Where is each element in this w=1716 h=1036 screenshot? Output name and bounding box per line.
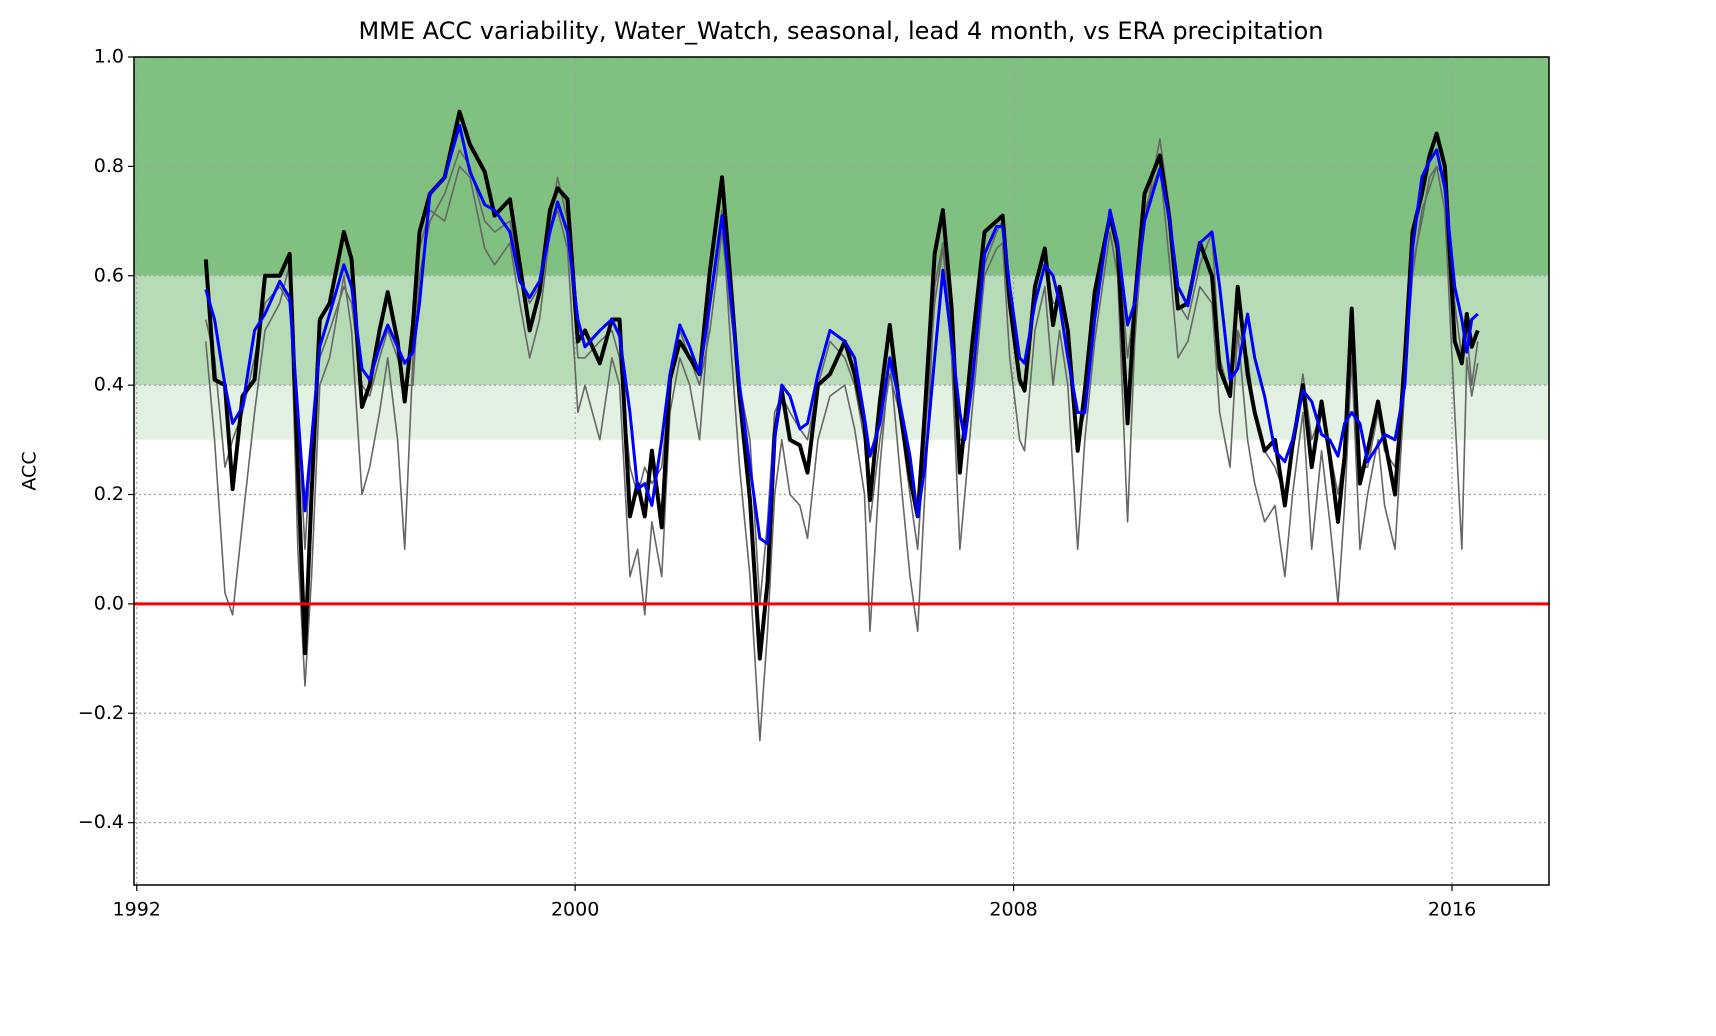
threshold-band xyxy=(134,275,1549,386)
x-tick-label: 2008 xyxy=(989,899,1037,921)
y-tick-label: 0.4 xyxy=(94,374,124,396)
y-tick-label: 0.6 xyxy=(94,264,124,286)
x-tick-label: 2000 xyxy=(551,899,599,921)
y-tick-label: −0.2 xyxy=(78,702,124,724)
x-tick-label: 2016 xyxy=(1428,899,1476,921)
x-tick-label: 1992 xyxy=(113,899,161,921)
y-tick-label: 0.8 xyxy=(94,155,124,177)
y-tick-label: 1.0 xyxy=(94,46,124,68)
plot-frame xyxy=(133,56,1550,886)
chart-title: MME ACC variability, Water_Watch, season… xyxy=(358,17,1323,45)
y-tick-label: 0.2 xyxy=(94,483,124,505)
y-axis-label: ACC xyxy=(19,451,41,490)
y-tick-label: −0.4 xyxy=(78,811,124,833)
y-tick-label: 0.0 xyxy=(94,592,124,614)
threshold-band xyxy=(134,385,1549,440)
series-line xyxy=(204,123,1479,546)
